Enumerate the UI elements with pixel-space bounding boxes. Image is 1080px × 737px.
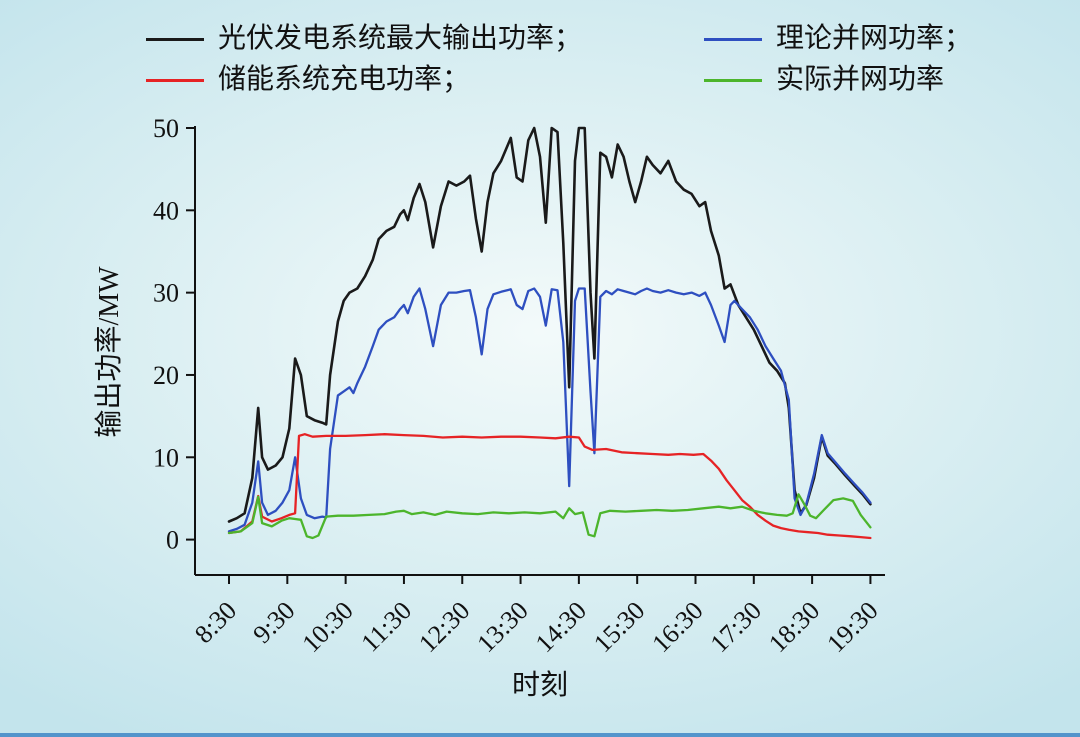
x-tick-label: 9:30 <box>247 596 300 649</box>
x-tick-label: 15:30 <box>588 596 650 658</box>
bottom-divider <box>0 733 1080 737</box>
x-tick-label: 13:30 <box>471 596 533 658</box>
legend-item: 理论并网功率； <box>704 23 973 55</box>
x-tick-label: 18:30 <box>763 596 825 658</box>
legend-item: 实际并网功率 <box>704 63 972 96</box>
legend-item: 光伏发电系统最大输出功率； <box>146 23 704 55</box>
x-tick-label: 17:30 <box>705 596 767 658</box>
legend-swatch <box>704 37 762 41</box>
x-tick-label: 14:30 <box>530 596 592 658</box>
legend-label: 实际并网功率 <box>776 63 945 95</box>
legend-swatch <box>704 78 762 82</box>
x-tick-label: 11:30 <box>355 596 417 658</box>
legend-label: 理论并网功率； <box>776 23 973 54</box>
legend-swatch <box>146 37 204 41</box>
series-line-储能系统充电功率 <box>227 433 872 540</box>
series-line-光伏发电系统最大输出功率 <box>227 126 872 523</box>
legend-label: 光伏发电系统最大输出功率； <box>218 23 583 54</box>
y-tick-label: 20 <box>153 361 179 390</box>
y-axis-title: 输出功率/MW <box>93 266 125 438</box>
y-tick-label: 10 <box>153 443 179 472</box>
x-tick-label: 10:30 <box>296 596 358 658</box>
x-tick-label: 12:30 <box>413 596 475 658</box>
x-axis-title: 时刻 <box>512 669 568 701</box>
legend-item: 储能系统充电功率； <box>146 63 704 96</box>
y-tick-label: 0 <box>166 526 179 555</box>
series-line-理论并网功率 <box>227 287 872 533</box>
legend-label: 储能系统充电功率； <box>218 63 471 95</box>
series-line-实际并网功率 <box>227 493 872 540</box>
legend: 光伏发电系统最大输出功率； 理论并网功率； 储能系统充电功率； 实际并网功率 <box>146 23 973 96</box>
x-tick-label: 8:30 <box>189 596 242 649</box>
x-tick-label: 16:30 <box>646 596 708 658</box>
legend-swatch <box>146 78 204 82</box>
y-tick-label: 30 <box>153 279 179 308</box>
x-tick-label: 19:30 <box>821 596 883 658</box>
y-tick-label: 50 <box>153 114 179 143</box>
y-tick-label: 40 <box>153 196 179 225</box>
